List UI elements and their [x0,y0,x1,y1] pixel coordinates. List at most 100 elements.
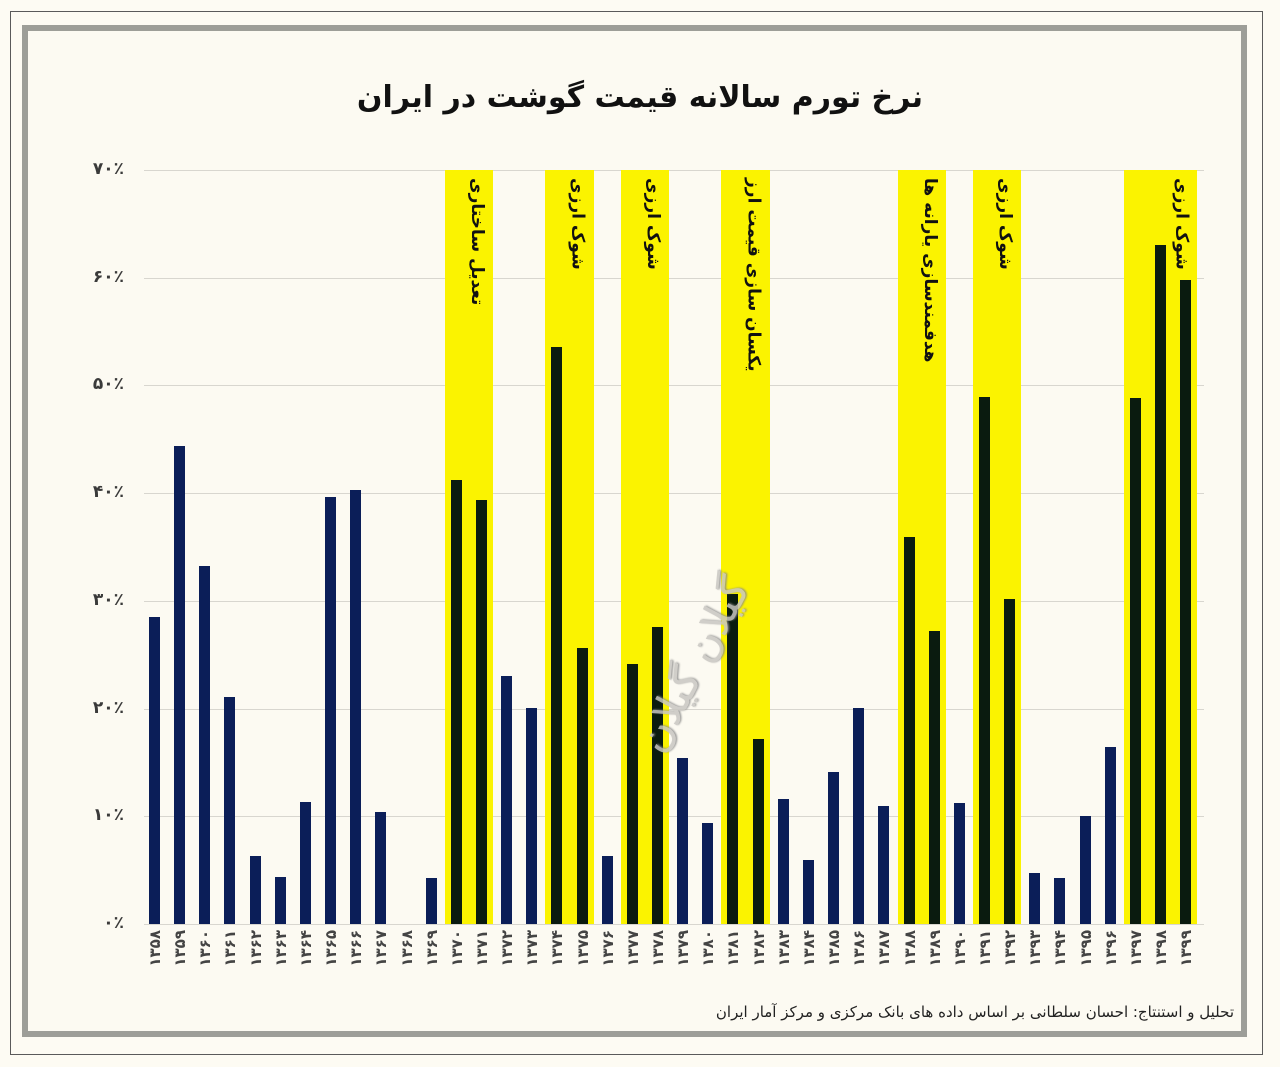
x-tick-label: ۱۳۶۱ [221,930,240,967]
x-tick-label: ۱۳۷۵ [573,930,592,967]
gridline [144,493,1204,495]
x-tick-label: ۱۳۵۸ [146,930,164,967]
bar-1365 [325,497,337,924]
x-tick-label: ۱۳۸۶ [850,930,869,967]
x-tick-label: ۱۳۷۹ [674,930,693,967]
x-tick-label: ۱۳۶۲ [246,930,265,967]
bar-1382 [752,738,764,924]
x-tick-label: ۱۳۸۴ [799,930,818,967]
bar-1390 [953,803,965,924]
x-tick-label: ۱۳۸۸ [900,930,919,967]
gridline [144,600,1204,602]
x-tick-label: ۱۳۷۲ [498,930,517,967]
bar-1384 [802,860,814,924]
bar-1395 [1079,816,1091,924]
x-tick-label: ۱۳۷۰ [447,930,466,967]
x-tick-label: ۱۳۶۳ [271,930,290,967]
gridline [144,277,1204,279]
bar-1388 [903,537,915,924]
bar-1383 [777,799,789,924]
x-tick-label: ۱۳۷۷ [623,930,642,967]
gridline [144,708,1204,710]
bar-1387 [878,805,890,924]
bar-1358 [149,617,160,924]
bar-1380 [702,822,714,924]
bar-1399 [1180,279,1192,924]
outer-frame [10,11,1263,1055]
bar-1393 [1029,873,1041,924]
y-tick-label: ۳۰٪ [92,589,124,610]
chart-title: نرخ تورم سالانه قیمت گوشت در ایران [356,80,924,115]
y-tick-label: ۶۰٪ [92,266,124,287]
bar-1359 [174,445,186,924]
x-tick-label: ۱۳۷۸ [649,930,667,967]
bar-1372 [501,676,513,924]
x-tick-label: ۱۳۵۹ [171,930,190,967]
y-tick-label: ۰٪ [103,913,124,933]
x-tick-label: ۱۳۹۷ [1126,930,1145,967]
bar-1394 [1054,877,1066,924]
band-label: شوک ارزی [995,178,1016,270]
x-tick-label: ۱۳۸۹ [925,930,944,967]
bar-1363 [274,876,286,924]
bar-1379 [677,758,689,924]
x-tick-label: ۱۳۶۴ [296,930,315,967]
x-tick-label: ۱۳۹۵ [1076,930,1095,967]
x-tick-label: ۱۳۷۳ [523,930,542,967]
x-tick-label: ۱۳۶۸ [397,930,416,967]
x-tick-label: ۱۳۹۳ [1026,930,1045,967]
band-label: شوک ارزی [643,178,664,270]
bar-1367 [375,811,387,924]
plot-area: تعدیل ساختاری شوک ارزی شوک ارزی یکسان سازی … [144,170,1204,925]
bar-1362 [249,856,261,924]
bar-1371 [475,499,487,924]
x-tick-label: ۱۳۹۹ [1177,930,1196,967]
x-tick-label: ۱۳۸۷ [875,930,894,967]
x-tick-label: ۱۳۹۴ [1051,930,1070,967]
bar-1361 [224,696,236,924]
band-label: شوک ارزی [1171,178,1192,270]
y-tick-label: ۲۰٪ [92,697,124,718]
gridline [144,385,1204,387]
bar-1376 [601,856,613,924]
bar-1386 [853,707,865,924]
x-tick-label: ۱۳۹۶ [1101,930,1120,967]
gridline [144,816,1204,818]
bar-1375 [576,648,588,924]
bar-1398 [1155,245,1166,924]
bar-1366 [350,489,362,924]
band-label: هدفمندسازی یارانه ها [919,178,940,363]
x-tick-label: ۱۳۶۶ [347,930,366,967]
x-tick-label: ۱۳۹۸ [1152,930,1170,967]
bar-1369 [425,877,437,924]
x-tick-label: ۱۳۶۵ [322,930,341,967]
x-tick-label: ۱۳۸۳ [774,930,793,967]
bar-1373 [526,707,538,924]
y-tick-label: ۱۰٪ [92,805,124,826]
gridline [144,924,1204,925]
bar-1378 [652,626,663,924]
bar-1397 [1129,398,1141,924]
band-label: تعدیل ساختاری [467,178,488,306]
bar-1392 [1004,598,1016,924]
bar-1360 [199,566,211,924]
bar-1385 [828,772,840,924]
x-tick-label: ۱۳۹۲ [1001,930,1020,967]
x-tick-label: ۱۳۷۱ [472,930,491,967]
bar-1391 [978,397,990,924]
x-tick-label: ۱۳۷۴ [548,930,567,967]
bar-1364 [299,802,311,924]
bar-1381 [727,594,739,924]
x-tick-label: ۱۳۶۰ [196,930,215,967]
y-tick-label: ۴۰٪ [92,482,124,503]
source-credit: تحلیل و استنتاج: احسان سلطانی بر اساس دا… [715,1003,1234,1021]
band-label: یکسان سازی قیمت ارز [743,178,764,372]
x-tick-label: ۱۳۸۱ [724,930,743,967]
bar-1396 [1104,747,1116,924]
band-label: شوک ارزی [567,178,588,270]
gridline [144,170,1204,171]
x-tick-label: ۱۳۹۰ [950,930,969,967]
x-tick-label: ۱۳۸۲ [749,930,768,967]
bar-1370 [450,480,462,924]
x-tick-label: ۱۳۶۷ [372,930,391,967]
